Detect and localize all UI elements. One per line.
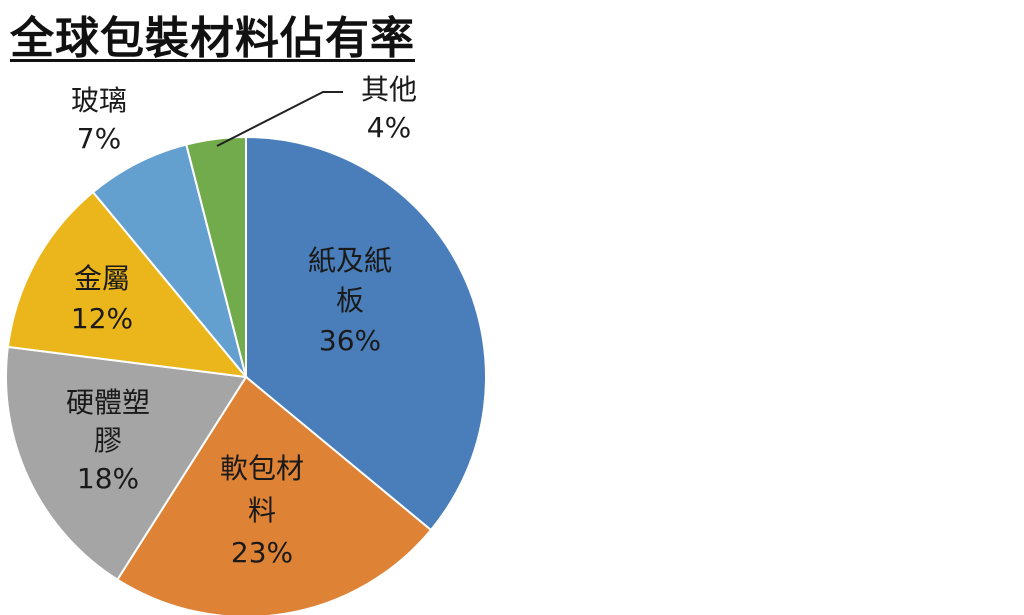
slice-6-percent: 4% — [367, 111, 411, 144]
slice-2-percent: 23% — [231, 536, 293, 569]
slice-1-name-line: 紙及紙 — [308, 244, 392, 277]
slice-6-name-line: 其他 — [361, 73, 417, 106]
slice-1-name-line: 板 — [336, 284, 364, 317]
slice-2-name-line: 料 — [248, 494, 276, 527]
slice-5-wedge — [91, 143, 247, 378]
other-leader-line — [216, 91, 343, 147]
slice-4-name-line: 金屬 — [74, 262, 130, 295]
slice-6-label: 其他 4% — [361, 73, 417, 144]
slice-3-percent: 18% — [77, 462, 139, 495]
slice-6-wedge — [185, 135, 247, 378]
slice-1-percent: 36% — [319, 324, 381, 357]
slice-1-wedge — [245, 135, 487, 532]
slice-4-percent: 12% — [71, 302, 133, 335]
slice-1-label: 紙及紙板 36% — [308, 244, 392, 357]
slice-3-name-line: 硬體塑 — [66, 386, 150, 419]
chart-title: 全球包裝材料佔有率 — [10, 13, 415, 64]
slice-3-wedge — [5, 345, 248, 582]
slice-2-wedge — [116, 375, 433, 615]
pie-slices — [5, 135, 487, 615]
slice-3-label: 硬體塑膠 18% — [66, 386, 150, 495]
slice-4-wedge — [6, 190, 249, 379]
slice-5-label: 玻璃 7% — [71, 84, 127, 155]
slice-5-name-line: 玻璃 — [71, 84, 127, 117]
slice-4-label: 金屬 12% — [71, 262, 133, 335]
slice-5-percent: 7% — [77, 122, 121, 155]
slice-3-name-line: 膠 — [94, 424, 122, 457]
slice-2-name-line: 軟包材 — [220, 452, 304, 485]
slice-2-label: 軟包材料 23% — [220, 452, 304, 569]
